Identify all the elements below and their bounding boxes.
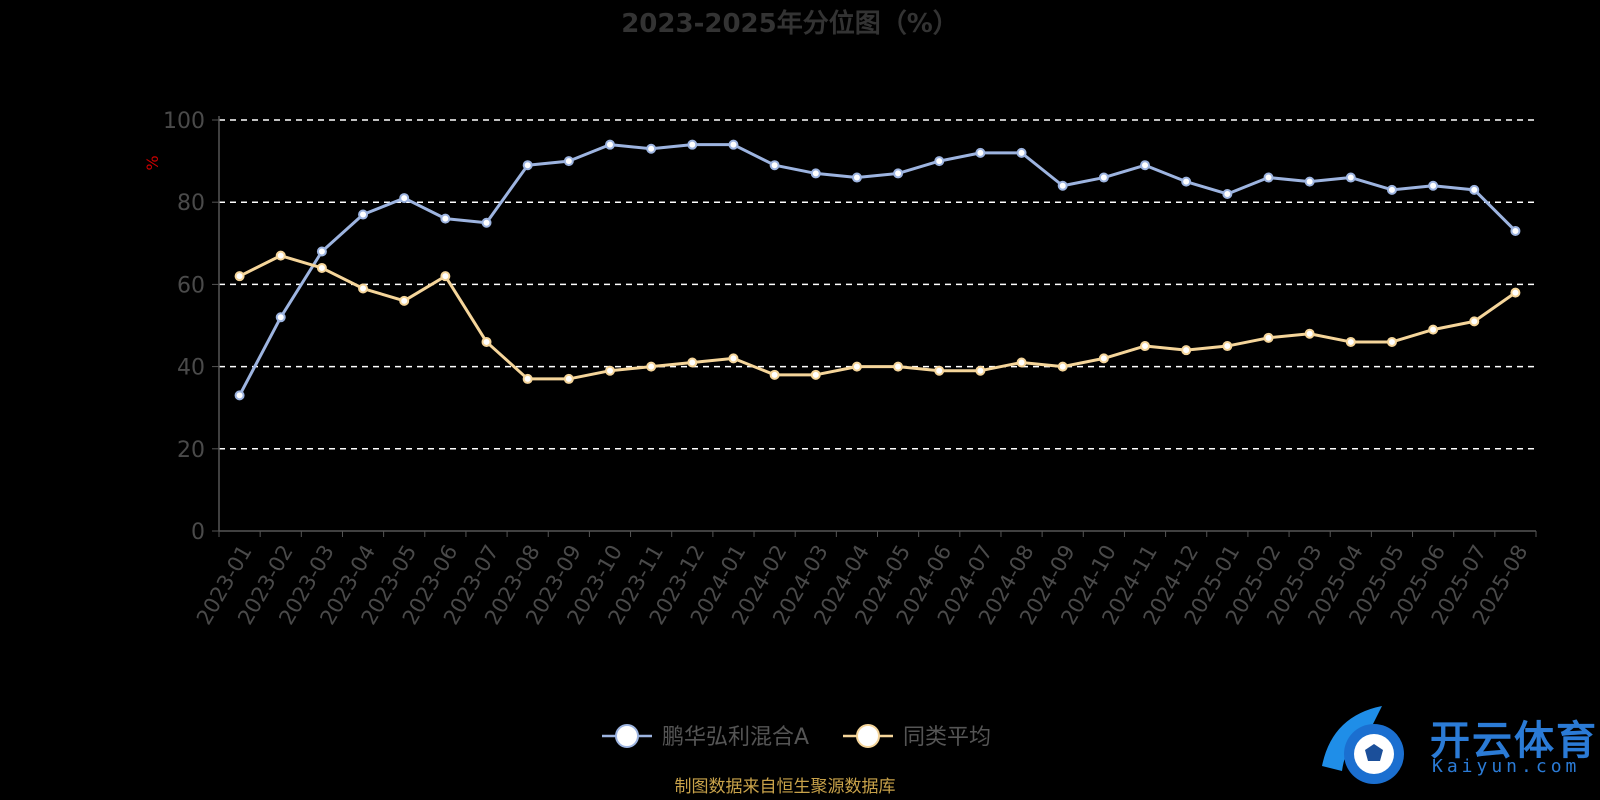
data-point: [728, 353, 739, 364]
y-tick-label: 60: [177, 273, 205, 298]
data-point: [1304, 176, 1315, 187]
data-point: [1181, 345, 1192, 356]
y-tick-label: 40: [177, 356, 205, 381]
data-point: [1140, 160, 1151, 171]
y-axis-ticks: 0 20 40 60 80 100: [163, 109, 219, 545]
series-line: [238, 143, 1517, 397]
data-point: [1263, 332, 1274, 343]
data-point: [1428, 180, 1439, 191]
data-point: [604, 139, 615, 150]
data-point: [481, 217, 492, 228]
y-axis-label: %: [143, 155, 162, 170]
y-tick-label: 80: [177, 191, 205, 216]
legend-swatch-marker: [856, 724, 880, 748]
source-note: 制图数据来自恒生聚源数据库: [675, 777, 896, 797]
data-point: [1057, 361, 1068, 372]
data-point: [522, 373, 533, 384]
data-point: [358, 209, 369, 220]
data-point: [934, 365, 945, 376]
data-point: [399, 193, 410, 204]
grid-lines: [219, 119, 1536, 450]
data-point: [440, 271, 451, 282]
data-point: [769, 160, 780, 171]
data-point: [1428, 324, 1439, 335]
data-point: [646, 143, 657, 154]
data-point: [1016, 147, 1027, 158]
data-point: [275, 250, 286, 261]
data-point: [275, 312, 286, 323]
data-point: [522, 160, 533, 171]
data-point: [316, 246, 327, 257]
data-point: [810, 168, 821, 179]
data-point: [1057, 180, 1068, 191]
legend-label: 同类平均: [903, 725, 991, 750]
data-point: [934, 156, 945, 167]
data-point: [687, 139, 698, 150]
data-point: [975, 147, 986, 158]
series-group: [234, 139, 1521, 401]
data-point: [316, 262, 327, 273]
series-line: [238, 254, 1517, 381]
data-point: [563, 156, 574, 167]
data-point: [728, 139, 739, 150]
data-point: [440, 213, 451, 224]
data-point: [1016, 357, 1027, 368]
data-point: [893, 168, 904, 179]
data-point: [769, 369, 780, 380]
data-point: [893, 361, 904, 372]
watermark-subtext: Kaiyun.com: [1432, 756, 1581, 777]
watermark-logo: [1322, 706, 1404, 784]
soccer-ball-icon: [1322, 706, 1404, 784]
legend: 鹏华弘利混合A 同类平均: [602, 724, 991, 750]
data-point: [1386, 336, 1397, 347]
data-point: [687, 357, 698, 368]
data-point: [481, 336, 492, 347]
data-point: [234, 271, 245, 282]
data-point: [1386, 184, 1397, 195]
data-point: [646, 361, 657, 372]
data-point: [563, 373, 574, 384]
y-tick-label: 100: [163, 109, 205, 134]
data-point: [1345, 172, 1356, 183]
data-point: [1345, 336, 1356, 347]
data-point: [1304, 328, 1315, 339]
data-point: [975, 365, 986, 376]
y-tick-label: 0: [191, 520, 205, 545]
data-point: [1140, 341, 1151, 352]
data-point: [1098, 353, 1109, 364]
data-point: [358, 283, 369, 294]
legend-swatch-marker: [615, 724, 639, 748]
data-point: [810, 369, 821, 380]
data-point: [1181, 176, 1192, 187]
data-point: [1510, 287, 1521, 298]
watermark-text: 开云体育: [1430, 718, 1598, 764]
data-point: [604, 365, 615, 376]
data-point: [851, 361, 862, 372]
data-point: [1469, 316, 1480, 327]
y-tick-label: 20: [177, 438, 205, 463]
data-point: [234, 390, 245, 401]
data-point: [1263, 172, 1274, 183]
chart-title: 2023-2025年分位图（%）: [621, 8, 959, 39]
data-point: [399, 295, 410, 306]
data-point: [1222, 188, 1233, 199]
data-point: [1098, 172, 1109, 183]
data-point: [851, 172, 862, 183]
data-point: [1222, 341, 1233, 352]
data-point: [1510, 225, 1521, 236]
legend-label: 鹏华弘利混合A: [662, 725, 809, 750]
x-axis-ticks: 2023-012023-022023-032023-042023-052023-…: [192, 531, 1537, 629]
data-point: [1469, 184, 1480, 195]
